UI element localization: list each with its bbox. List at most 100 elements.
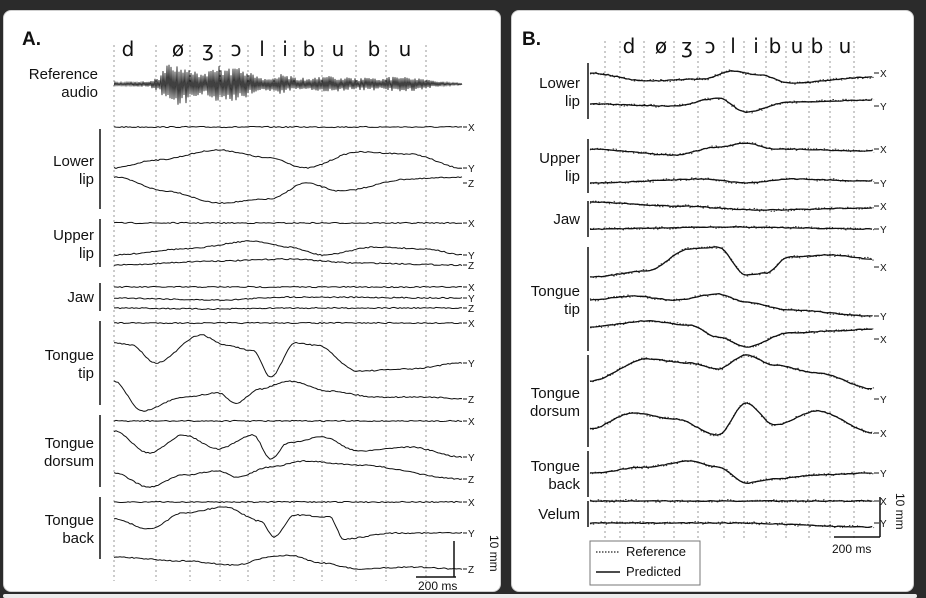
- panel-a-phoneme-2: ʒ: [202, 37, 214, 61]
- panel-b-predicted-trace-2-0: [589, 201, 873, 211]
- panel-a-trace-0-1: [113, 149, 463, 169]
- panel-b-axis-label-1-1: Y: [880, 179, 887, 190]
- panel-a-trace-0-2: [113, 176, 463, 205]
- panel-a-audio-label-line1: Reference: [29, 66, 98, 83]
- panel-a-trace-3-2: [113, 380, 463, 412]
- panel-a-phoneme-4: l: [259, 37, 265, 61]
- panel-a-axis-label-2-1: Y: [468, 294, 475, 305]
- panel-a-axis-label-1-2: Z: [468, 261, 474, 272]
- panel-b-legend-predicted-label: Predicted: [626, 564, 681, 579]
- panel-b-axis-label-4-0: Y: [880, 395, 887, 406]
- panel-a-trace-3-1: [114, 334, 463, 378]
- panel-b-phoneme-0: d: [623, 34, 636, 58]
- panel-a-trace-2-2: [114, 306, 462, 311]
- panel-a-axis-label-0-0: X: [468, 123, 475, 134]
- panel-a-phoneme-6: b: [303, 37, 316, 61]
- panel-a-axis-label-5-1: Y: [468, 529, 475, 540]
- panel-a-trace-5-1: [113, 506, 463, 540]
- bottom-scroll-region: [3, 594, 917, 598]
- panel-b-reference-trace-2-0: [589, 200, 875, 213]
- panel-b-group-label-1-line1: Upper: [539, 150, 580, 167]
- panel-b-reference-trace-1-0: [589, 141, 875, 157]
- panel-a-group-label-1-line2: lip: [79, 245, 94, 262]
- panel-a-axis-label-5-2: Z: [468, 565, 474, 576]
- panel-a-phoneme-8: b: [368, 37, 381, 61]
- panel-a-axis-label-4-0: X: [468, 417, 475, 428]
- panel-a-trace-1-1: [113, 240, 463, 257]
- panel-a-trace-3-0: [113, 321, 463, 325]
- panel-a-phoneme-3: ɔ: [231, 37, 242, 61]
- panel-b: B. d ø ʒ ɔ l i b u b u Lower lip X Y Upper lip X Y Jaw X Y Ton…: [511, 10, 914, 592]
- panel-b-reference-trace-5-0: [589, 459, 875, 485]
- panel-b-group-label-2: Jaw: [553, 211, 580, 228]
- panel-b-group-label-4-line2: dorsum: [530, 403, 580, 420]
- panel-a-trace-4-0: [113, 419, 463, 423]
- panel-b-predicted-trace-0-0: [589, 70, 873, 84]
- panel-a-audio-label-line2: audio: [61, 84, 98, 101]
- panel-b-predicted-trace-6-1: [589, 521, 873, 529]
- panel-b-predicted-trace-1-1: [590, 178, 873, 184]
- panel-a-axis-label-1-1: Y: [468, 251, 475, 262]
- panel-b-phoneme-9: u: [839, 34, 852, 58]
- panel-a-label: A.: [22, 29, 41, 50]
- panel-b-reference-trace-0-0: [589, 69, 875, 85]
- panel-b-predicted-trace-4-0: [589, 354, 872, 390]
- panel-b-phoneme-2: ʒ: [681, 34, 693, 58]
- panel-b-group-label-3-line1: Tongue: [531, 283, 580, 300]
- panel-b-phoneme-5: i: [753, 34, 759, 58]
- panel-a-axis-label-0-2: Z: [468, 179, 474, 190]
- panel-a-axis-label-2-2: Z: [468, 304, 474, 315]
- panel-b-reference-trace-1-1: [589, 176, 875, 186]
- panel-a-phoneme-0: d: [122, 37, 135, 61]
- panel-a-axis-label-4-2: Z: [468, 475, 474, 486]
- panel-a-group-label-0-line1: Lower: [53, 153, 94, 170]
- panel-a-axis-label-1-0: X: [468, 219, 475, 230]
- panel-a: A. d ø ʒ ɔ l i b u b u Reference audio Lower lip X Y Z Upp…: [3, 10, 501, 593]
- panel-b-predicted-trace-0-1: [589, 97, 873, 114]
- panel-a-axis-label-3-2: Z: [468, 395, 474, 406]
- panel-a-group-label-2: Jaw: [67, 289, 94, 306]
- panel-b-phoneme-4: l: [730, 34, 736, 58]
- panel-a-axis-label-3-0: X: [468, 319, 475, 330]
- panel-a-group-label-0-line2: lip: [79, 171, 94, 188]
- panel-b-reference-trace-2-1: [589, 225, 875, 231]
- panel-b-phoneme-7: u: [791, 34, 804, 58]
- panel-a-trace-2-0: [113, 285, 463, 289]
- panel-a-trace-0-0: [113, 125, 462, 129]
- panel-b-group-label-3-line2: tip: [564, 301, 580, 318]
- panel-b-predicted-trace-5-0: [590, 460, 872, 484]
- panel-a-vertical-scalebar-label: 10 mm: [487, 535, 501, 572]
- panel-b-axis-label-4-1: X: [880, 429, 887, 440]
- panel-b-axis-label-2-1: Y: [880, 225, 887, 236]
- panel-b-group-label-5-line2: back: [548, 476, 580, 493]
- panel-b-axis-label-0-0: X: [880, 69, 887, 80]
- panel-a-group-label-4-line2: dorsum: [44, 453, 94, 470]
- panel-b-group-label-1-line2: lip: [565, 168, 580, 185]
- panel-b-group-label-5-line1: Tongue: [531, 458, 580, 475]
- panel-a-phoneme-1: ø: [172, 37, 184, 61]
- panel-b-group-label-6: Velum: [538, 506, 580, 523]
- panel-a-group-label-1-line1: Upper: [53, 227, 94, 244]
- panel-a-trace-1-2: [113, 257, 463, 267]
- panel-a-trace-2-1: [114, 295, 463, 301]
- panel-a-trace-4-1: [113, 430, 463, 460]
- panel-b-phoneme-3: ɔ: [705, 34, 716, 58]
- panel-b-group-label-0-line1: Lower: [539, 75, 580, 92]
- panel-a-phoneme-7: u: [332, 37, 345, 61]
- panel-b-legend-box: [589, 540, 701, 586]
- panel-b-horizontal-scalebar-label: 200 ms: [832, 542, 871, 556]
- panel-b-predicted-trace-3-2: [589, 320, 873, 348]
- panel-a-axis-label-3-1: Y: [468, 359, 475, 370]
- panel-a-trace-1-0: [113, 221, 463, 225]
- panel-b-axis-label-0-1: Y: [880, 102, 887, 113]
- panel-a-axis-label-4-1: Y: [468, 453, 475, 464]
- panel-b-reference-trace-4-0: [589, 353, 875, 391]
- panel-a-horizontal-scalebar-label: 200 ms: [418, 579, 457, 593]
- panel-b-phoneme-1: ø: [655, 34, 667, 58]
- panel-b-axis-label-6-0: X: [880, 497, 887, 508]
- panel-a-group-label-4-line1: Tongue: [45, 435, 94, 452]
- panel-a-group-label-3-line1: Tongue: [45, 347, 94, 364]
- panel-a-group-label-5-line1: Tongue: [45, 512, 94, 529]
- panel-b-phoneme-8: b: [811, 34, 824, 58]
- panel-a-phoneme-5: i: [282, 37, 288, 61]
